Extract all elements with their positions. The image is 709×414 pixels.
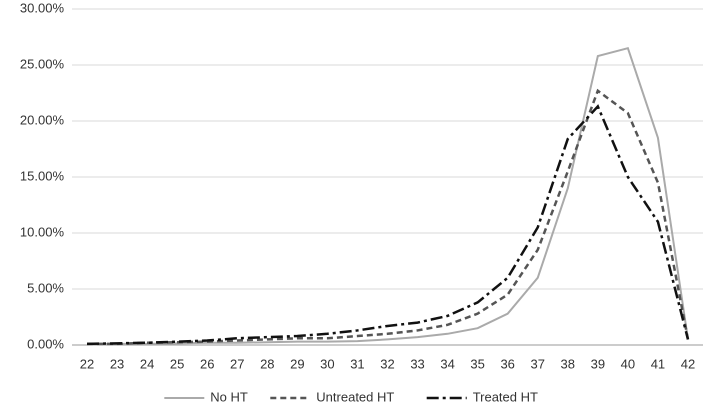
x-tick-label: 29 — [290, 356, 304, 371]
x-tick-label: 33 — [410, 356, 424, 371]
legend-label: No HT — [210, 389, 248, 404]
x-tick-label: 28 — [260, 356, 274, 371]
x-tick-label: 40 — [621, 356, 635, 371]
series-line — [87, 88, 690, 346]
x-tick-label: 37 — [531, 356, 545, 371]
x-tick-label: 24 — [140, 356, 154, 371]
x-tick-label: 39 — [591, 356, 605, 371]
x-tick-label: 34 — [440, 356, 454, 371]
x-tick-label: 26 — [200, 356, 214, 371]
y-tick-label: 0.00% — [27, 336, 64, 351]
x-tick-label: 32 — [380, 356, 394, 371]
x-tick-label: 31 — [350, 356, 364, 371]
x-tick-label: 35 — [470, 356, 484, 371]
legend-label: Untreated HT — [316, 389, 394, 404]
y-tick-label: 25.00% — [20, 56, 65, 71]
series-line — [87, 104, 690, 346]
x-tick-label: 42 — [681, 356, 695, 371]
x-tick-label: 41 — [651, 356, 665, 371]
y-tick-label: 5.00% — [27, 280, 64, 295]
y-tick-label: 10.00% — [20, 224, 65, 239]
x-tick-label: 22 — [80, 356, 94, 371]
x-tick-label: 25 — [170, 356, 184, 371]
x-tick-label: 27 — [230, 356, 244, 371]
y-tick-label: 20.00% — [20, 112, 65, 127]
x-tick-label: 36 — [500, 356, 514, 371]
x-tick-label: 23 — [110, 356, 124, 371]
legend-label: Treated HT — [473, 389, 538, 404]
x-tick-label: 38 — [561, 356, 575, 371]
x-tick-label: 30 — [320, 356, 334, 371]
y-tick-label: 30.00% — [20, 0, 65, 15]
y-tick-label: 15.00% — [20, 168, 65, 183]
